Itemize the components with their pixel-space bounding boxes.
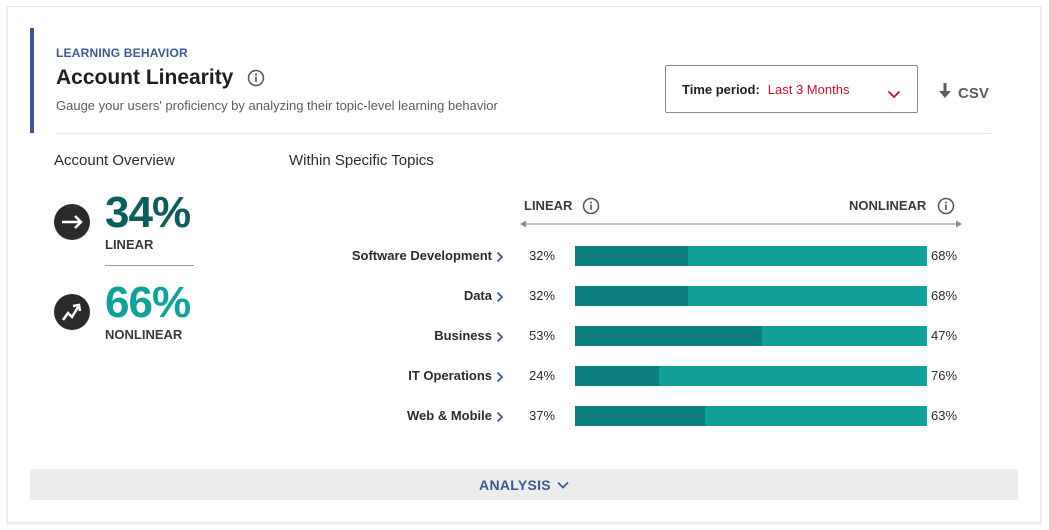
account-overview-title: Account Overview — [54, 152, 175, 169]
linear-bar — [575, 406, 706, 426]
nonlinear-bar — [575, 326, 927, 346]
linear-bar — [575, 246, 688, 266]
axis-label-nonlinear: NONLINEAR — [849, 198, 927, 213]
arrow-right-icon — [54, 204, 90, 240]
topic-label[interactable]: Software Development — [351, 248, 492, 263]
nonlinear-pct-label: 68% — [931, 248, 958, 263]
chevron-right-icon — [496, 330, 504, 348]
info-icon[interactable] — [247, 69, 265, 92]
axis-label-linear: LINEAR — [524, 198, 573, 213]
topic-label[interactable]: IT Operations — [408, 368, 492, 383]
nonlinear-bar — [575, 246, 927, 266]
nonlinear-stat-label: NONLINEAR — [105, 327, 183, 342]
linear-stat-label: LINEAR — [105, 237, 154, 252]
topic-label[interactable]: Business — [434, 328, 492, 343]
linear-pct-label: 37% — [529, 408, 556, 423]
topic-label[interactable]: Data — [463, 288, 492, 303]
info-icon[interactable] — [937, 197, 955, 220]
chevron-right-icon — [496, 370, 504, 388]
nonlinear-bar — [575, 366, 927, 386]
page-subtitle: Gauge your users' proficiency by analyzi… — [56, 98, 498, 113]
linear-pct-label: 53% — [529, 328, 556, 343]
page-title: Account Linearity — [56, 66, 234, 89]
csv-download-button[interactable]: CSV — [938, 82, 989, 105]
specific-topics-title: Within Specific Topics — [289, 152, 434, 169]
chevron-right-icon — [496, 250, 504, 268]
chevron-right-icon — [496, 410, 504, 428]
linear-pct-label: 32% — [529, 288, 556, 303]
section-eyebrow: LEARNING BEHAVIOR — [56, 46, 188, 60]
stat-divider — [105, 265, 194, 266]
linear-pct-label: 32% — [529, 248, 556, 263]
nonlinear-percentage: 66% — [105, 278, 191, 327]
linear-pct-label: 24% — [529, 368, 556, 383]
nonlinear-pct-label: 68% — [931, 288, 958, 303]
analysis-toggle[interactable]: ANALYSIS — [30, 469, 1018, 500]
csv-label: CSV — [958, 85, 989, 102]
linear-bar — [575, 286, 688, 306]
nonlinear-bar — [575, 286, 927, 306]
nonlinear-pct-label: 47% — [931, 328, 958, 343]
chevron-down-icon — [557, 476, 569, 494]
topic-label[interactable]: Web & Mobile — [407, 408, 492, 423]
info-icon[interactable] — [582, 197, 600, 220]
nonlinear-pct-label: 63% — [931, 408, 958, 423]
chevron-down-icon — [887, 86, 901, 104]
time-period-label: Time period: — [682, 81, 760, 97]
header-divider — [56, 133, 991, 134]
time-period-value: Last 3 Months — [767, 81, 850, 97]
nonlinear-bar — [575, 406, 927, 426]
linear-percentage: 34% — [105, 188, 191, 237]
download-icon — [938, 82, 952, 105]
linear-bar — [575, 366, 660, 386]
axis-double-arrow — [520, 216, 962, 228]
linear-bar — [575, 326, 762, 346]
analysis-label: ANALYSIS — [479, 476, 551, 493]
chevron-right-icon — [496, 290, 504, 308]
nonlinear-pct-label: 76% — [931, 368, 958, 383]
zigzag-arrow-icon — [54, 294, 90, 330]
time-period-dropdown[interactable]: Time period: Last 3 Months — [665, 65, 918, 113]
accent-bar — [30, 28, 34, 133]
